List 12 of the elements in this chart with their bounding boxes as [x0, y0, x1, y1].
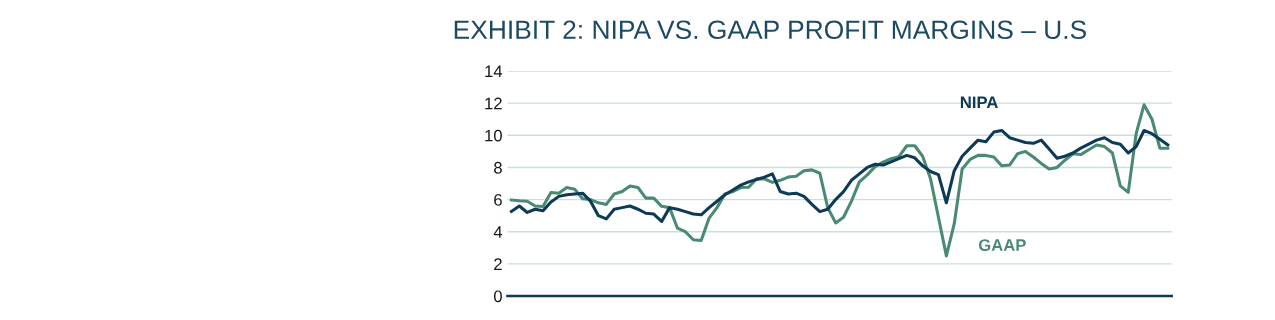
y-tick-label: 0 [493, 290, 502, 303]
y-tick-label: 6 [494, 193, 502, 206]
chart-title: EXHIBIT 2: NIPA VS. GAAP PROFIT MARGINS – U.S [454, 20, 1086, 40]
y-tick-label: 4 [493, 226, 503, 238]
y-tick-label: 14 [485, 65, 503, 78]
y-tick-label: 2 [494, 258, 502, 270]
series-label: GAAP [978, 239, 1026, 251]
series-label: NIPA [960, 96, 998, 109]
line-series [509, 128, 1170, 223]
y-tick-label: 8 [494, 161, 502, 174]
y-tick-label: 10 [485, 129, 502, 142]
y-tick-label: 12 [485, 97, 502, 110]
